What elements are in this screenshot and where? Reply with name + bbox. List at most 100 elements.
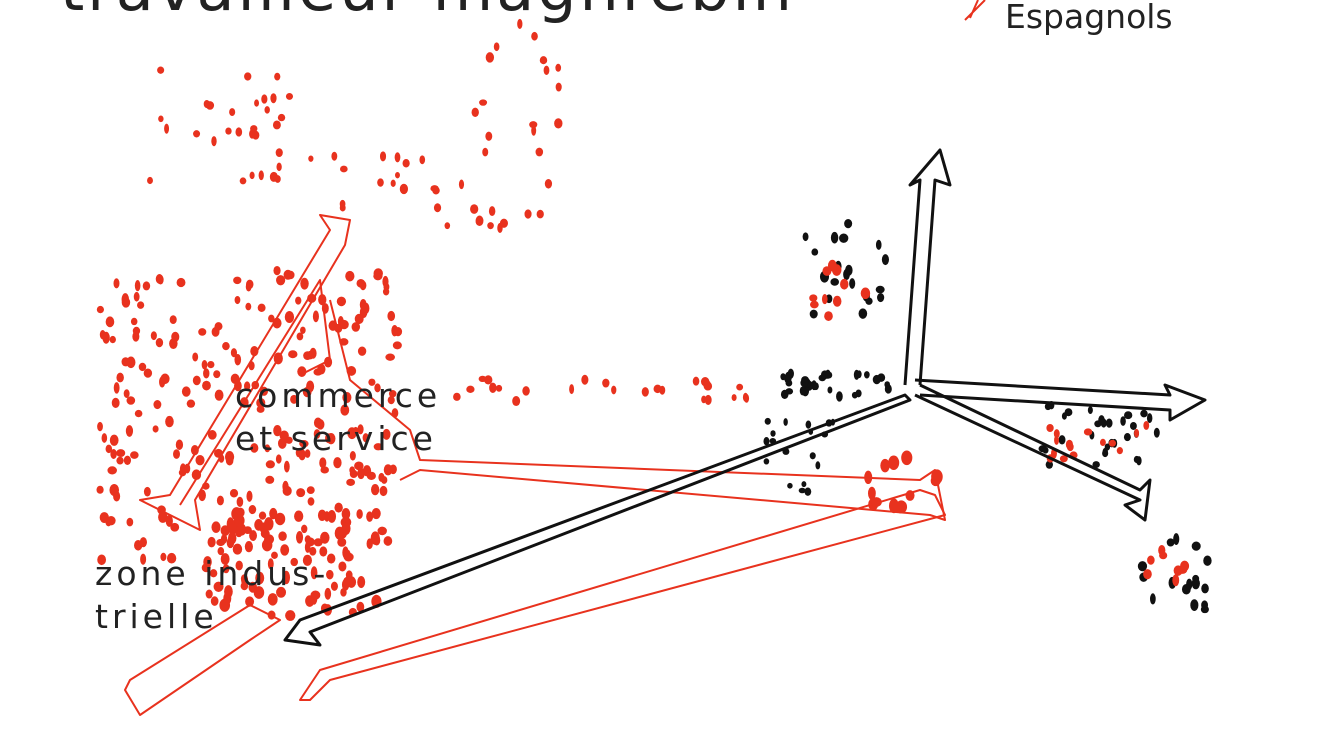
dot xyxy=(319,546,328,557)
dot xyxy=(160,552,167,562)
dot xyxy=(555,82,562,92)
dot xyxy=(822,266,832,276)
dot xyxy=(225,127,232,135)
stroke xyxy=(964,0,986,21)
red-arrow xyxy=(329,299,946,521)
dot xyxy=(544,179,553,189)
dot xyxy=(1137,561,1148,572)
dot xyxy=(142,281,151,291)
dot xyxy=(109,484,120,497)
dot xyxy=(1123,433,1131,442)
dot xyxy=(1046,423,1054,433)
dots xyxy=(96,18,1212,621)
dot xyxy=(701,395,707,404)
dot xyxy=(304,449,311,458)
dot xyxy=(379,485,388,497)
dot xyxy=(479,99,488,106)
dot xyxy=(493,42,500,52)
dot xyxy=(856,370,862,379)
dot xyxy=(337,537,347,547)
dot xyxy=(265,460,275,469)
dot xyxy=(331,151,338,161)
dot xyxy=(223,591,232,605)
dot xyxy=(554,118,563,129)
dot xyxy=(334,502,343,513)
red-arrow xyxy=(124,604,281,716)
dot xyxy=(296,488,306,498)
dot xyxy=(256,397,266,408)
dot xyxy=(272,120,281,130)
dot xyxy=(254,99,260,107)
dot xyxy=(362,433,369,443)
dot xyxy=(220,553,230,565)
dot xyxy=(844,219,853,229)
dot xyxy=(96,485,104,494)
red-arrow xyxy=(139,214,351,531)
dot xyxy=(359,280,367,291)
dot xyxy=(763,458,770,465)
dot xyxy=(391,324,398,337)
dot xyxy=(351,322,361,332)
dot xyxy=(229,108,236,117)
dot xyxy=(830,231,839,244)
dot xyxy=(901,450,913,466)
dot xyxy=(555,63,562,72)
dot xyxy=(280,544,290,556)
dot xyxy=(324,587,332,600)
dot xyxy=(184,463,191,474)
dot xyxy=(245,596,255,607)
dot xyxy=(522,386,530,396)
dot xyxy=(123,455,132,465)
dot xyxy=(300,326,306,334)
label: et service xyxy=(235,419,437,458)
dot xyxy=(1120,416,1126,426)
dot xyxy=(535,147,544,157)
dot xyxy=(175,439,184,450)
dot xyxy=(692,376,700,386)
dot xyxy=(1153,427,1160,438)
dot xyxy=(252,130,260,140)
dot xyxy=(336,296,347,307)
dot xyxy=(1191,541,1201,551)
black-arrow xyxy=(914,383,1152,522)
dot xyxy=(97,554,107,566)
dot xyxy=(228,531,237,545)
dot xyxy=(244,72,252,81)
dot xyxy=(113,278,120,289)
dot xyxy=(1158,544,1166,556)
dot xyxy=(296,530,304,544)
dot xyxy=(849,278,856,289)
dot xyxy=(301,524,308,534)
dot xyxy=(356,509,363,519)
dot xyxy=(264,106,270,114)
dot xyxy=(169,338,178,350)
dot xyxy=(257,303,266,312)
dot xyxy=(130,451,139,459)
dot xyxy=(222,341,230,351)
dot xyxy=(389,464,397,475)
dot xyxy=(207,536,216,548)
dot xyxy=(345,270,355,282)
dot xyxy=(248,581,258,593)
dot xyxy=(210,596,219,606)
dot xyxy=(333,457,342,469)
dot xyxy=(313,417,323,429)
dot xyxy=(207,430,217,440)
dot xyxy=(261,538,273,552)
dot xyxy=(641,387,649,397)
dot xyxy=(290,394,298,404)
dot xyxy=(1124,411,1133,420)
dot xyxy=(211,521,221,533)
dot xyxy=(399,183,409,195)
dot xyxy=(1042,446,1049,454)
dot xyxy=(302,554,312,566)
dot xyxy=(1098,415,1105,426)
dot xyxy=(864,371,870,379)
dot xyxy=(382,288,390,296)
dot xyxy=(458,179,465,190)
dot xyxy=(235,127,243,137)
dot xyxy=(245,302,252,311)
dot xyxy=(230,373,240,385)
dot xyxy=(392,341,402,350)
